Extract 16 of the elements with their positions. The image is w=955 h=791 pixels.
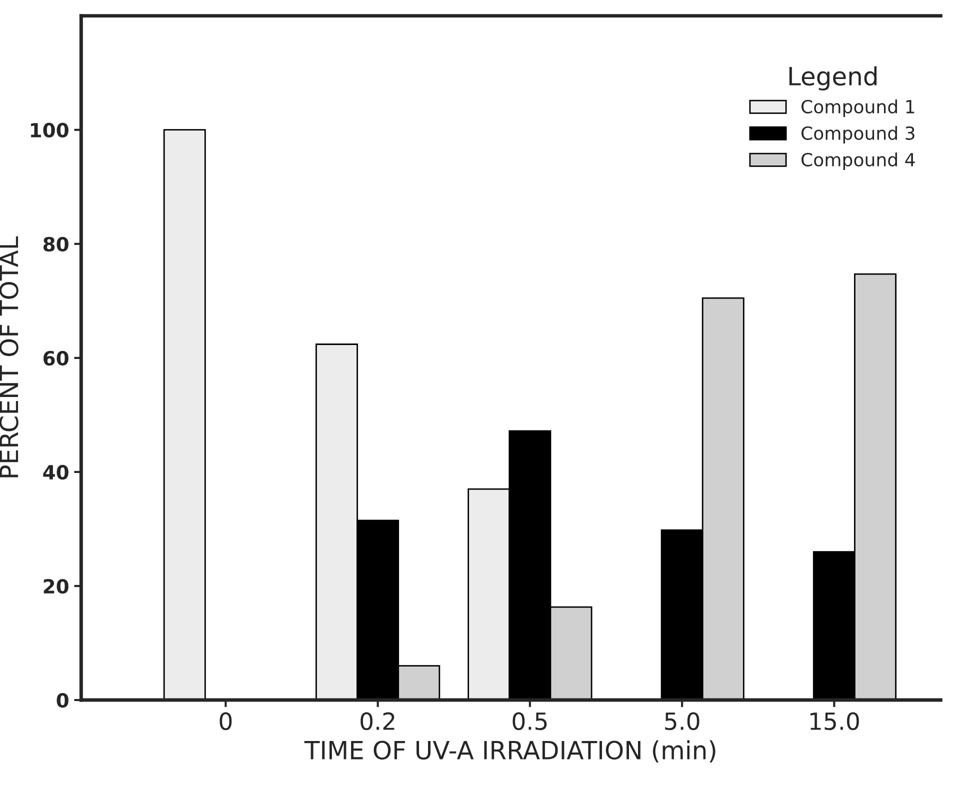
y-tick-label: 60 [44, 350, 68, 366]
x-tick-label: 5.0 [665, 712, 700, 730]
x-tick-label: 15.0 [810, 712, 859, 730]
legend-label: Compound 1 [802, 100, 914, 117]
x-tick-label: 0.2 [360, 712, 394, 730]
legend-label: Compound 4 [802, 152, 915, 170]
x-tick-label: 0.5 [512, 712, 547, 730]
y-tick-label: 40 [43, 464, 68, 480]
y-tick-label: 20 [44, 578, 68, 594]
y-tick-label: 80 [44, 236, 68, 252]
y-tick-label: 0 [56, 692, 68, 708]
legend-title: Legend [789, 66, 877, 90]
x-axis-title: TIME OF UV-A IRRADIATION (min) [304, 740, 716, 763]
legend-label: Compound 3 [802, 126, 914, 144]
x-tick-label: 0 [220, 712, 232, 730]
y-tick-label: 100 [30, 122, 68, 138]
